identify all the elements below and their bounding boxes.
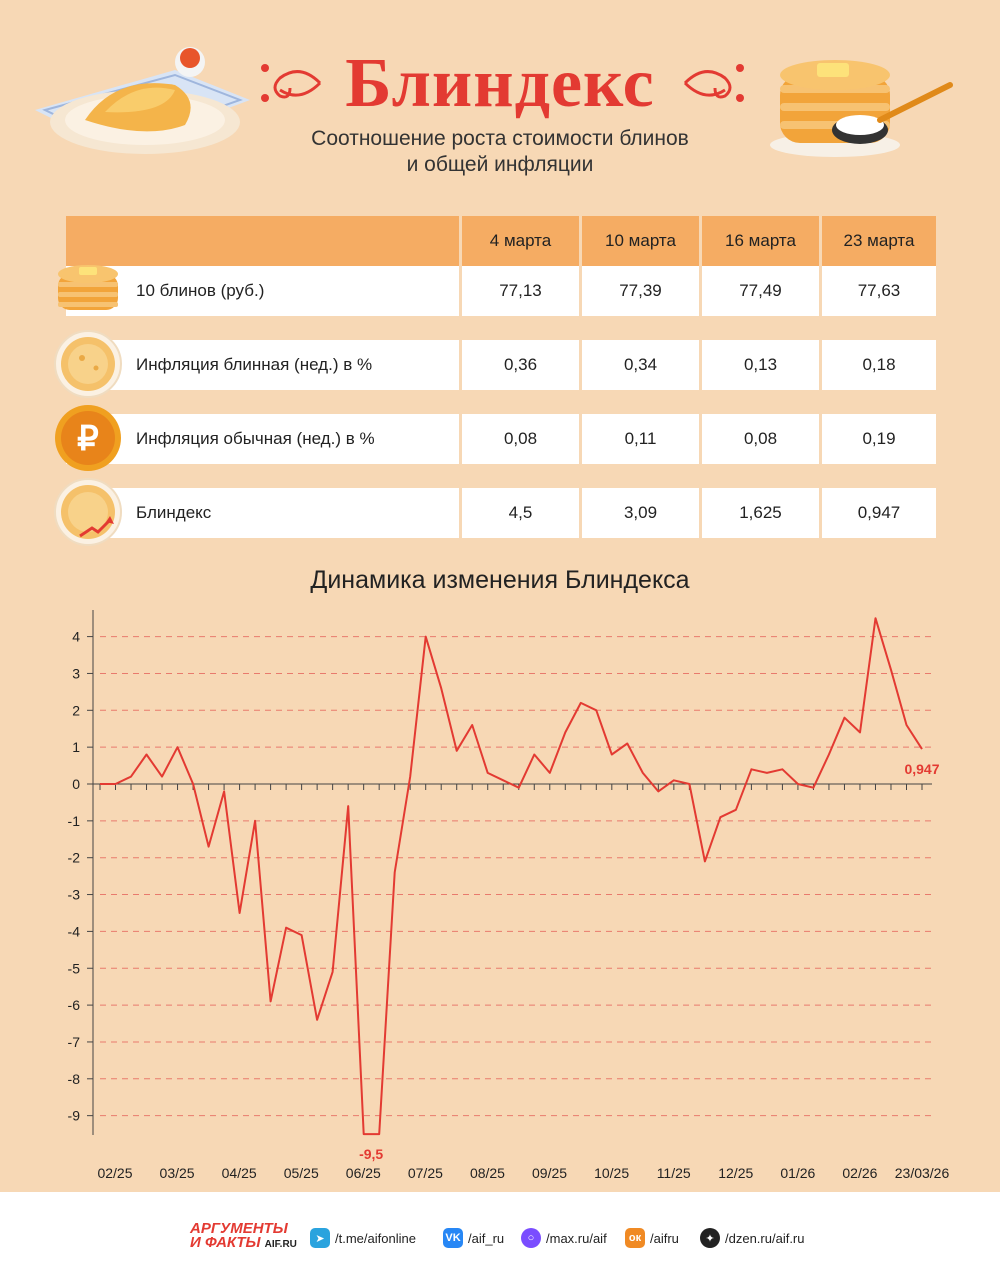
y-tick-label: 3	[72, 665, 80, 681]
dzen-link[interactable]: ✦ /dzen.ru/aif.ru	[700, 1227, 805, 1249]
logo-line-2: И ФАКТЫ	[190, 1234, 261, 1251]
table-cell: 0,08	[702, 414, 819, 464]
x-tick-label: 05/25	[284, 1165, 319, 1181]
svg-text:₽: ₽	[77, 420, 99, 458]
y-tick-label: -4	[68, 923, 81, 939]
pancake-stack-with-sour-cream-icon	[770, 60, 953, 157]
table-cell: 3,09	[582, 488, 699, 538]
chart-title: Динамика изменения Блиндекса	[310, 566, 690, 594]
logo-line-1: АРГУМЕНТЫ	[190, 1220, 288, 1237]
table-row: Блиндекс 4,5 3,09 1,625 0,947	[54, 478, 936, 546]
x-tick-label: 10/25	[594, 1165, 629, 1181]
logo-site: AIF.RU	[264, 1239, 297, 1250]
odnoklassniki-link-text: /aifru	[650, 1230, 679, 1246]
table-header-empty	[66, 216, 459, 266]
telegram-link-text: /t.me/aifonline	[335, 1230, 416, 1246]
table-header-cell: 4 марта	[462, 216, 579, 266]
table-header-cell: 23 марта	[822, 216, 936, 266]
y-tick-label: -6	[68, 997, 81, 1013]
table-cell: 0,34	[582, 340, 699, 390]
aif-logo[interactable]: АРГУМЕНТЫ И ФАКТЫ AIF.RU	[190, 1220, 297, 1252]
logo-line-2-row: И ФАКТЫ AIF.RU	[190, 1234, 297, 1252]
ornament-left-icon	[261, 64, 322, 102]
vk-icon: VK	[443, 1228, 463, 1248]
max-link[interactable]: ○ /max.ru/aif	[521, 1227, 607, 1249]
telegram-link[interactable]: ➤ /t.me/aifonline	[310, 1227, 416, 1249]
table-cell: 0,13	[702, 340, 819, 390]
x-tick-label: 09/25	[532, 1165, 567, 1181]
series-line	[100, 617, 923, 1136]
footer	[0, 1192, 1000, 1285]
y-tick-label: 2	[72, 702, 80, 718]
x-tick-label: 23/03/26	[895, 1165, 950, 1181]
x-tick-label: 07/25	[408, 1165, 443, 1181]
telegram-icon: ➤	[310, 1228, 330, 1248]
row-label: Инфляция обычная (нед.) в %	[66, 414, 459, 464]
x-tick-label: 12/25	[718, 1165, 753, 1181]
table-cell: 77,13	[462, 266, 579, 316]
x-tick-label: 06/25	[346, 1165, 381, 1181]
table-row: Инфляция обычная (нед.) в % 0,08 0,11 0,…	[55, 405, 936, 471]
table-cell: 0,18	[822, 340, 936, 390]
x-tick-label: 02/25	[97, 1165, 132, 1181]
page-subtitle: Соотношение роста стоимости блинов и общ…	[250, 126, 750, 178]
y-tick-label: 0	[72, 776, 80, 792]
x-tick-label: 02/26	[842, 1165, 877, 1181]
x-tick-label: 08/25	[470, 1165, 505, 1181]
table-cell: 77,49	[702, 266, 819, 316]
blindex-line-chart: 4 3 2 1 0 -1 -2 -3 -4 -5 -6 -7 -8 -9 02/25 03/25 04/25 05…	[68, 610, 950, 1181]
y-tick-label: -9	[68, 1108, 81, 1124]
table-cell: 0,36	[462, 340, 579, 390]
y-tick-label: -8	[68, 1071, 81, 1087]
table-row: 10 блинов (руб.) 77,13 77,39 77,49 77,63	[58, 265, 936, 316]
y-tick-label: -2	[68, 850, 81, 866]
pancake-stack-icon	[58, 265, 118, 310]
table-cell: 77,39	[582, 266, 699, 316]
y-tick-label: 1	[72, 739, 80, 755]
row-label: 10 блинов (руб.)	[66, 266, 459, 316]
x-tick-label: 11/25	[657, 1165, 691, 1181]
table-header-row: 4 марта 10 марта 16 марта 23 марта	[66, 216, 936, 266]
y-tick-label: -5	[68, 960, 81, 976]
table-cell: 77,63	[822, 266, 936, 316]
vk-link[interactable]: VK /aif_ru	[443, 1227, 504, 1249]
table-cell: 1,625	[702, 488, 819, 538]
ruble-coin-icon: ₽	[55, 405, 121, 471]
table-row: Инфляция блинная (нед.) в % 0,36 0,34 0,…	[54, 330, 936, 398]
header: Блиндекс Соотношение роста стоимости бли…	[0, 0, 1000, 200]
pancake-icon	[54, 330, 122, 398]
x-tick-label: 04/25	[222, 1165, 257, 1181]
subtitle-line-2: и общей инфляции	[406, 153, 594, 176]
x-tick-label: 01/26	[780, 1165, 815, 1181]
table-header-cell: 16 марта	[702, 216, 819, 266]
y-tick-label: -1	[68, 813, 81, 829]
data-label: 0,947	[904, 761, 939, 777]
max-icon: ○	[521, 1228, 541, 1248]
y-tick-label: 4	[72, 629, 80, 645]
dzen-link-text: /dzen.ru/aif.ru	[725, 1230, 805, 1246]
pancake-growth-icon	[54, 478, 122, 546]
page-title: Блиндекс	[345, 45, 655, 122]
table-cell: 0,08	[462, 414, 579, 464]
odnoklassniki-icon: ок	[625, 1228, 645, 1248]
dzen-icon: ✦	[700, 1228, 720, 1248]
x-tick-label: 03/25	[160, 1165, 195, 1181]
max-link-text: /max.ru/aif	[546, 1230, 607, 1246]
table-cell: 0,11	[582, 414, 699, 464]
odnoklassniki-link[interactable]: ок /aifru	[625, 1227, 679, 1249]
data-label: -9,5	[359, 1146, 383, 1162]
y-tick-label: -7	[68, 1034, 81, 1050]
subtitle-line-1: Соотношение роста стоимости блинов	[311, 127, 689, 150]
row-label: Блиндекс	[66, 488, 459, 538]
vk-link-text: /aif_ru	[468, 1230, 505, 1246]
table-cell: 4,5	[462, 488, 579, 538]
pancake-plate-icon	[35, 47, 250, 154]
table-cell: 0,19	[822, 414, 936, 464]
table-cell: 0,947	[822, 488, 936, 538]
ornament-right-icon	[683, 64, 744, 102]
row-label: Инфляция блинная (нед.) в %	[66, 340, 459, 390]
y-tick-label: -3	[68, 887, 81, 903]
table-header-cell: 10 марта	[582, 216, 699, 266]
